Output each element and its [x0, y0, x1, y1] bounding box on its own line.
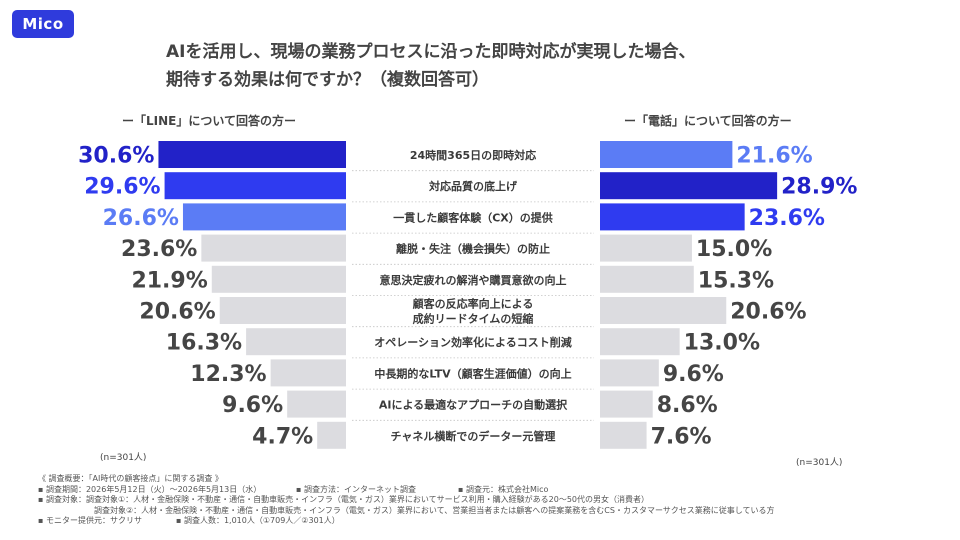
line-value-label: 4.7%: [252, 424, 313, 449]
phone-value-label: 15.0%: [696, 237, 772, 262]
phone-bar: [600, 141, 733, 168]
notes-period: ▪ 調査期間：2026年5月12日（火）〜2026年5月13日（水）: [38, 484, 262, 494]
category-label: 24時間365日の即時対応: [410, 148, 536, 162]
line-bar: [287, 390, 346, 418]
category-label: オペレーション効率化によるコスト削減: [374, 335, 571, 349]
phone-value-label: 20.6%: [730, 300, 806, 325]
line-bar: [246, 328, 346, 356]
line-bar: [158, 141, 346, 168]
phone-bar: [600, 390, 653, 418]
notes-row-monitor: ▪ モニター提供元：サクリサ ▪ 調査人数：1,010人（①709人／②301人）: [38, 516, 775, 527]
line-value-label: 12.3%: [190, 362, 266, 387]
category-label: AIによる最適なアプローチの自動選択: [379, 398, 568, 412]
category-label: 意思決定疲れの解消や購買意欲の向上: [380, 273, 567, 287]
line-bar: [182, 203, 346, 231]
notes-target-2: 調査対象②：人材・金融保険・不動産・通信・自動車販売・インフラ（電気・ガス）業界…: [94, 505, 775, 515]
title-line-2: 期待する効果は何ですか？（複数回答可）: [166, 70, 489, 90]
line-bar: [270, 359, 346, 387]
notes-target-1: ▪ 調査対象：調査対象①：人材・金融保険・不動産・通信・自動車販売・インフラ（電…: [38, 495, 650, 505]
phone-value-label: 9.6%: [663, 362, 724, 387]
phone-value-label: 15.3%: [698, 268, 774, 293]
sample-size-phone: (n=301人): [796, 458, 843, 468]
notes-source: ▪ 調査元：株式会社Mico: [458, 484, 549, 494]
category-label: 顧客の反応率向上による成約リードタイムの短縮: [413, 297, 534, 326]
phone-bar: [600, 172, 778, 200]
phone-value-label: 8.6%: [657, 393, 718, 418]
notes-count: ▪ 調査人数：1,010人（①709人／②301人）: [176, 516, 340, 526]
category-label: 対応品質の底上げ: [428, 179, 518, 193]
phone-value-label: 13.0%: [684, 331, 760, 356]
mico-logo: Mico: [12, 10, 74, 38]
category-label: 離脱・失注（機会損失）の防止: [396, 242, 550, 256]
line-bar: [211, 265, 346, 293]
legend-line: ー「LINE」について回答の方ー: [122, 114, 296, 128]
sample-size-line: (n=301人): [100, 453, 147, 463]
category-label: チャネル横断でのデーター元管理: [391, 429, 556, 443]
notes-method: ▪ 調査方法：インターネット調査: [296, 484, 416, 494]
line-value-label: 30.6%: [78, 144, 154, 169]
line-bar: [164, 172, 346, 200]
phone-bar: [600, 265, 694, 293]
line-value-label: 20.6%: [139, 300, 215, 325]
phone-bar: [600, 328, 680, 356]
line-value-label: 29.6%: [84, 175, 160, 200]
line-value-label: 21.9%: [131, 268, 207, 293]
phone-bar: [600, 421, 647, 449]
title-line-1: AIを活用し、現場の業務プロセスに沿った即時対応が実現した場合、: [166, 42, 696, 62]
line-bar: [317, 421, 346, 449]
line-value-label: 9.6%: [222, 393, 283, 418]
phone-bar: [600, 203, 745, 231]
notes-row-period: ▪ 調査期間：2026年5月12日（火）〜2026年5月13日（水） ▪ 調査方法…: [38, 485, 775, 496]
line-value-label: 16.3%: [166, 331, 242, 356]
category-label: 一貫した顧客体験（CX）の提供: [393, 210, 553, 224]
line-value-label: 26.6%: [103, 206, 179, 231]
legend-phone: ー「電話」について回答の方ー: [624, 114, 792, 128]
notes-heading: 《 調査概要：「AI時代の顧客接点」に関する調査 》: [38, 474, 223, 483]
phone-value-label: 21.6%: [736, 144, 812, 169]
phone-value-label: 28.9%: [781, 175, 857, 200]
phone-bar: [600, 359, 659, 387]
phone-bar: [600, 234, 692, 262]
chart-title: AIを活用し、現場の業務プロセスに沿った即時対応が実現した場合、 期待する効果は…: [166, 38, 886, 94]
line-value-label: 23.6%: [121, 237, 197, 262]
line-bar: [219, 297, 346, 324]
phone-value-label: 23.6%: [749, 206, 825, 231]
line-bar: [201, 234, 346, 262]
survey-notes: 《 調査概要：「AI時代の顧客接点」に関する調査 》 ▪ 調査期間：2026年5…: [38, 474, 775, 527]
phone-value-label: 7.6%: [651, 424, 712, 449]
category-label: 中長期的なLTV（顧客生涯価値）の向上: [374, 366, 571, 380]
notes-monitor: ▪ モニター提供元：サクリサ: [38, 516, 142, 526]
phone-bar: [600, 297, 727, 324]
